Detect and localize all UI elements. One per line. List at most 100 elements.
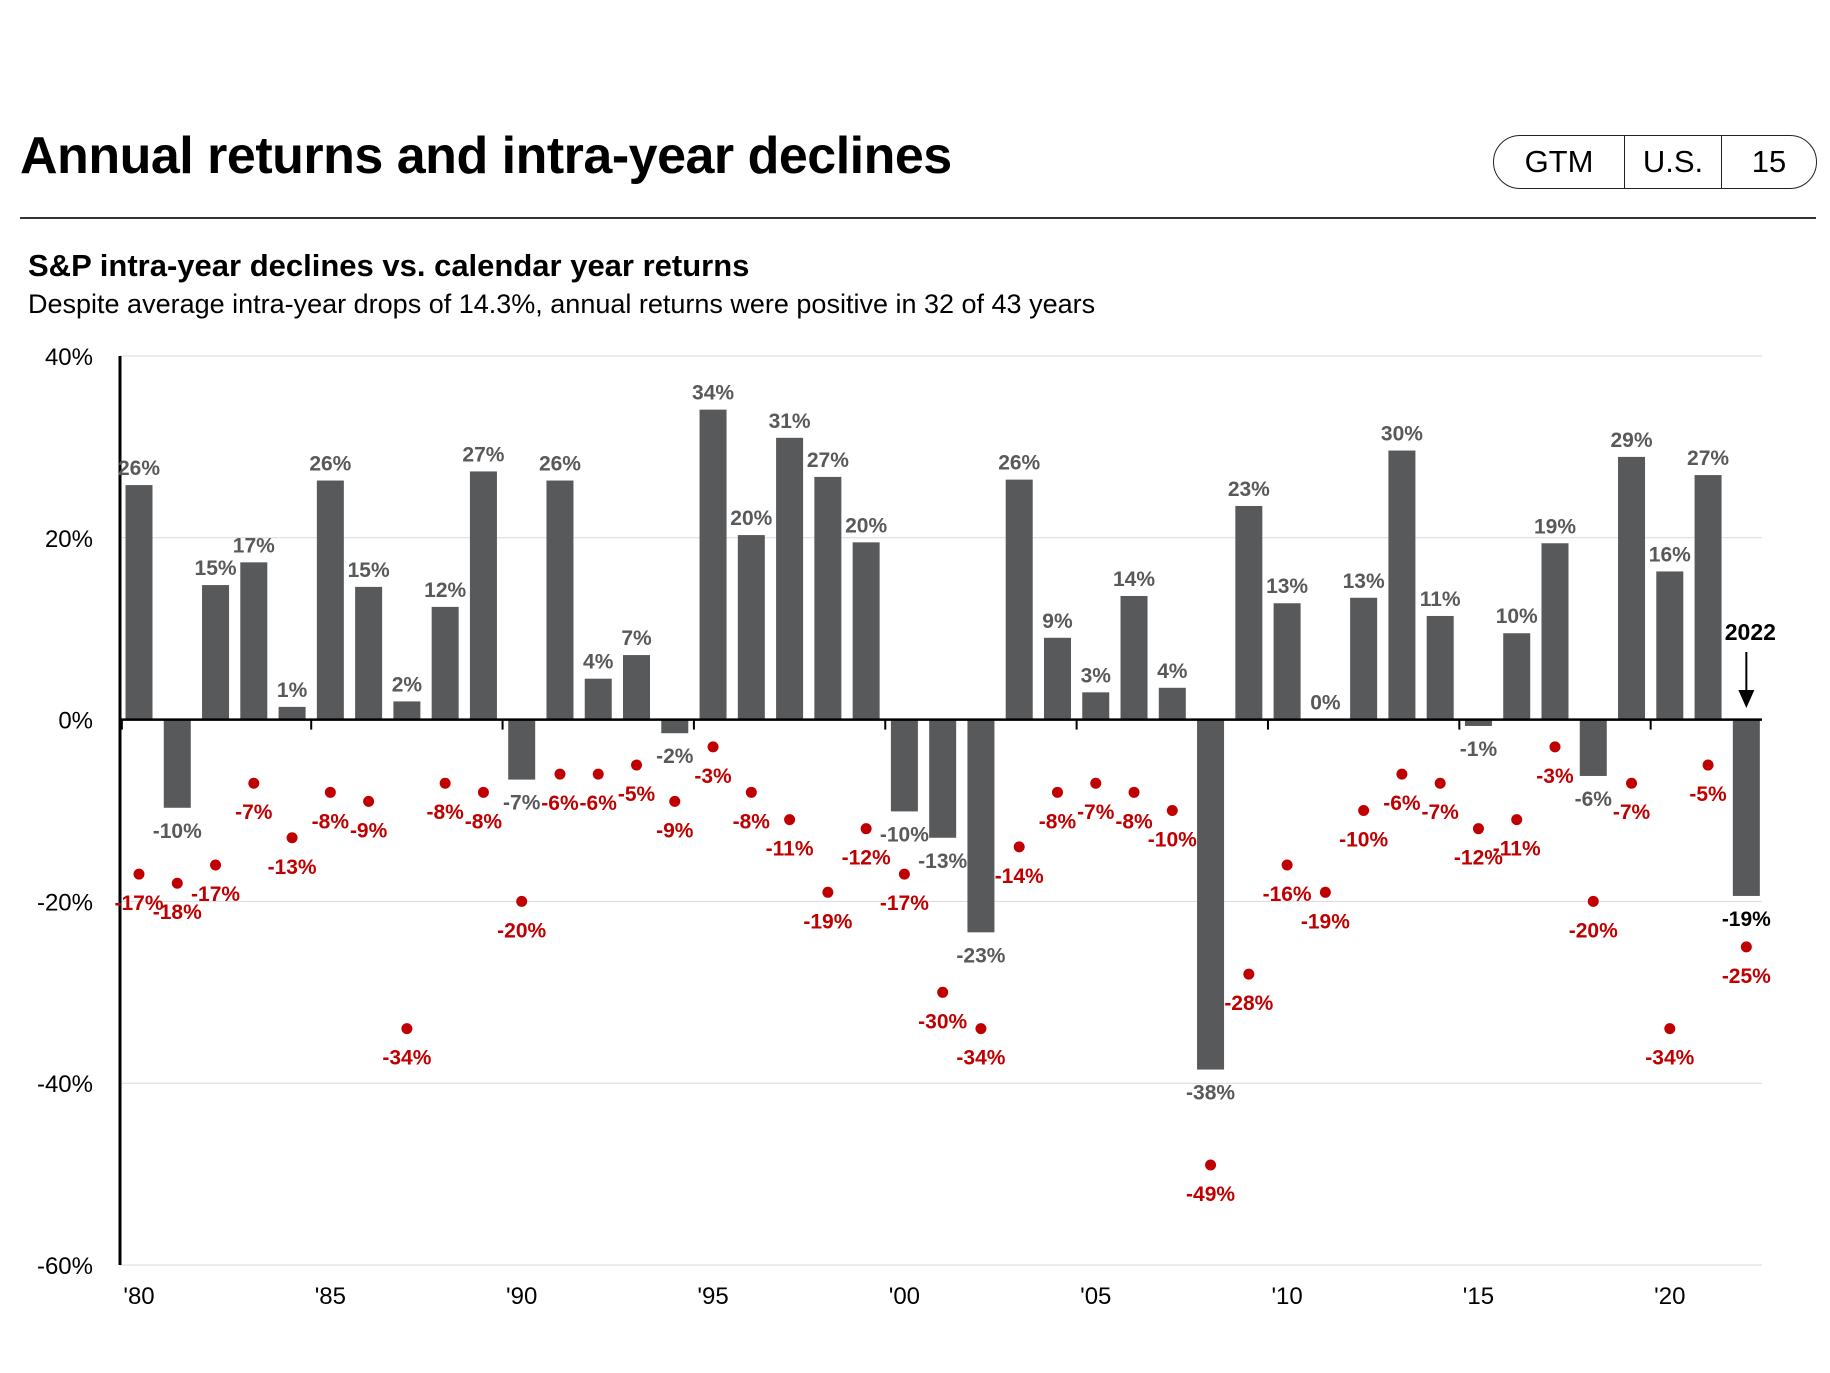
decline-dot [784, 814, 796, 826]
page-title: Annual returns and intra-year declines [20, 127, 952, 185]
decline-dot [1740, 941, 1752, 953]
chart-subtitle: S&P intra-year declines vs. calendar yea… [28, 248, 750, 283]
decline-value-label: -49% [1186, 1183, 1235, 1206]
decline-value-label: -19% [1301, 910, 1350, 933]
decline-dot [1511, 814, 1523, 826]
bar-value-label: 27% [1687, 447, 1729, 470]
decline-value-label: -8% [1115, 810, 1153, 833]
decline-dot [669, 795, 681, 807]
bar-value-label: 4% [583, 651, 614, 674]
decline-value-label: -18% [153, 901, 202, 924]
return-bar [661, 719, 689, 734]
return-bar [929, 719, 957, 838]
decline-value-label: -7% [1422, 801, 1460, 824]
decline-value-label: -34% [382, 1047, 431, 1070]
decline-dot [1434, 777, 1446, 789]
bar-value-label: 11% [1420, 588, 1461, 611]
decline-value-label: -13% [268, 856, 317, 879]
decline-value-label: -8% [465, 810, 503, 833]
return-bar [1541, 543, 1569, 720]
return-bar [355, 586, 383, 720]
x-tick-label: '95 [697, 1283, 728, 1310]
decline-dot [745, 786, 757, 798]
decline-value-label: -7% [1613, 801, 1651, 824]
bar-value-label: 3% [1081, 664, 1112, 687]
decline-dot [1090, 777, 1102, 789]
decline-value-label: -5% [1689, 783, 1727, 806]
bar-value-label: 4% [1157, 660, 1188, 683]
decline-dot [324, 786, 336, 798]
x-tick-label: '00 [889, 1283, 920, 1310]
return-bar [240, 562, 268, 720]
decline-value-label: -25% [1722, 965, 1771, 988]
bar-value-label: 26% [309, 453, 351, 476]
bar-value-label: 10% [1496, 605, 1538, 628]
bar-value-label: 29% [1611, 429, 1653, 452]
return-bar [508, 719, 536, 780]
return-bar [393, 701, 421, 720]
return-bar [1197, 719, 1225, 1070]
annotation-arrow-head [1738, 690, 1755, 708]
return-bar [1120, 595, 1148, 720]
decline-value-label: -8% [733, 810, 771, 833]
bar-value-label: 17% [233, 534, 275, 557]
decline-value-label: -6% [541, 792, 579, 815]
bar-value-label: 16% [1649, 543, 1691, 566]
bar-value-label: 34% [692, 382, 734, 405]
decline-dot [171, 877, 183, 889]
bar-value-label: 13% [1266, 575, 1308, 598]
return-bar [852, 542, 880, 720]
decline-dot [363, 795, 375, 807]
bar-value-label: 20% [845, 514, 887, 537]
return-bar [1350, 597, 1378, 720]
decline-value-label: -8% [1039, 810, 1077, 833]
return-bar [163, 719, 191, 808]
bar-value-label: -23% [956, 944, 1005, 967]
decline-value-label: -3% [694, 765, 732, 788]
y-tick-label: -60% [37, 1253, 93, 1280]
decline-dot [1358, 805, 1370, 816]
return-bar [469, 471, 497, 720]
decline-value-label: -12% [1454, 847, 1503, 870]
return-bar [699, 409, 727, 720]
return-bar [125, 485, 153, 720]
decline-dot [1664, 1023, 1676, 1035]
decline-dot [477, 786, 489, 798]
return-bar [1694, 475, 1722, 720]
decline-dot [401, 1023, 413, 1035]
return-bar [737, 535, 765, 720]
bar-value-label: 19% [1534, 515, 1576, 538]
decline-value-label: -8% [426, 801, 464, 824]
y-tick-label: -40% [37, 1071, 93, 1098]
decline-value-label: -14% [995, 865, 1044, 888]
decline-value-label: -10% [1339, 829, 1388, 852]
return-bar [202, 585, 230, 720]
decline-value-label: -10% [1148, 829, 1197, 852]
decline-value-label: -28% [1224, 992, 1273, 1015]
decline-dot [248, 777, 260, 789]
x-tick-label: '80 [123, 1283, 154, 1310]
decline-dot [860, 823, 872, 835]
x-tick-label: '20 [1654, 1283, 1685, 1310]
decline-dot [1128, 786, 1140, 798]
decline-value-label: -16% [1263, 883, 1312, 906]
decline-dot [898, 868, 910, 880]
decline-value-label: -20% [497, 919, 546, 942]
return-bar [584, 678, 612, 720]
bar-value-label: 26% [118, 457, 160, 480]
decline-dot [210, 859, 222, 871]
return-bar [1656, 571, 1684, 720]
bar-value-label: -10% [880, 823, 929, 846]
bar-value-label: 0% [1310, 692, 1341, 715]
slide-badge: GTM U.S. 15 [1493, 135, 1817, 189]
decline-value-label: -12% [842, 847, 891, 870]
bar-value-label: 13% [1343, 570, 1385, 593]
return-bar [546, 480, 574, 720]
bar-value-label: 30% [1381, 423, 1423, 446]
chart-description: Despite average intra-year drops of 14.3… [28, 289, 1096, 319]
return-bar [890, 719, 918, 812]
decline-dot [1205, 1159, 1217, 1171]
return-bar [623, 655, 651, 720]
decline-dot [1243, 968, 1255, 980]
